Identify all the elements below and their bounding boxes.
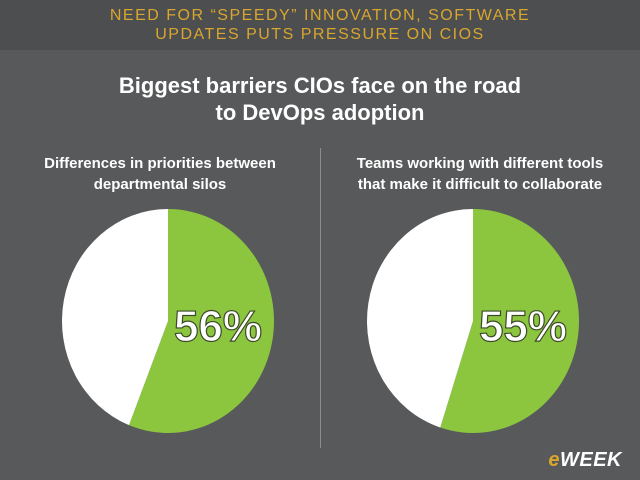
- chart-divider: [320, 148, 321, 448]
- page-title-line-1: Biggest barriers CIOs face on the road: [118, 73, 522, 98]
- page-title-line-2: to DevOps adoption: [215, 100, 425, 125]
- pie-slice-highlight: [128, 209, 274, 433]
- eweek-logo-week: WEEK: [560, 449, 622, 471]
- pie-percent-label: 56%: [174, 302, 262, 351]
- left-chart-title-line-1: Differences in priorities between: [44, 155, 276, 172]
- header-line-1: NEED FOR “SPEEDY” INNOVATION, SOFTWARE: [109, 7, 531, 24]
- pie-slice-remainder: [61, 209, 169, 426]
- pie-percent-label: 55%: [479, 302, 567, 351]
- pie-slice-highlight: [440, 209, 579, 433]
- left-pie-chart: 56%: [61, 209, 274, 433]
- eweek-logo: eWEEK: [548, 449, 622, 472]
- left-chart-title-line-2: departmental silos: [93, 176, 227, 193]
- right-pie-chart: 55%: [367, 209, 579, 433]
- right-chart-title-line-1: Teams working with different tools: [356, 155, 604, 172]
- pie-slice-remainder: [367, 209, 473, 428]
- eweek-logo-e: e: [548, 449, 560, 471]
- right-chart-title-line-2: that make it difficult to collaborate: [357, 176, 603, 193]
- header-line-2: UPDATES PUTS PRESSURE ON CIOS: [155, 26, 485, 43]
- header-banner: NEED FOR “SPEEDY” INNOVATION, SOFTWARE U…: [0, 0, 640, 50]
